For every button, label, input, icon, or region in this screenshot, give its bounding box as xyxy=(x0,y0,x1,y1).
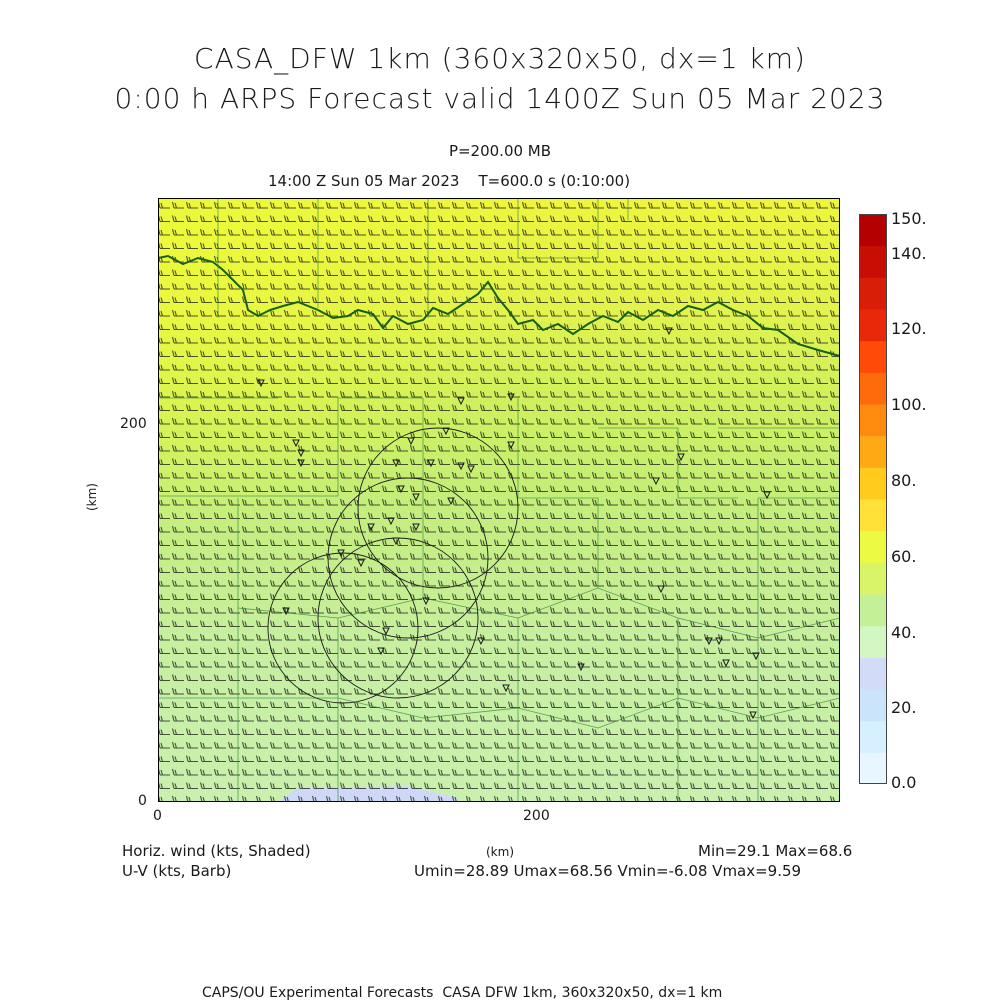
colorbar-swatch xyxy=(859,499,887,532)
colorbar-swatch xyxy=(859,277,887,310)
pressure-level-label: P=200.00 MB xyxy=(448,142,552,160)
y-axis-unit: (km) xyxy=(85,482,100,512)
colorbar-label: 80. xyxy=(891,471,917,490)
colorbar-label: 140. xyxy=(891,244,927,263)
barb-field-legend: U-V (kts, Barb) xyxy=(122,862,232,880)
colorbar-swatch xyxy=(859,340,887,373)
wind-barbs xyxy=(158,198,840,802)
colorbar-label: 120. xyxy=(891,319,927,338)
colorbar-border xyxy=(859,214,887,784)
colorbar-swatch xyxy=(859,689,887,722)
colorbar-label: 20. xyxy=(891,698,917,717)
colorbar-swatch xyxy=(859,245,887,278)
wind-map-plot xyxy=(158,198,840,802)
colorbar-swatch xyxy=(859,372,887,405)
colorbar-swatch xyxy=(859,594,887,627)
colorbar-swatch xyxy=(859,530,887,563)
x-axis-unit: (km) xyxy=(486,845,515,859)
map-title-line1: CASA_DFW 1km (360x320x50, dx=1 km) xyxy=(194,42,806,75)
y-tick-200: 200 xyxy=(120,416,147,432)
colorbar-swatch xyxy=(859,309,887,342)
county-lines xyxy=(158,198,840,802)
colorbar-label: 100. xyxy=(891,395,927,414)
colorbar-swatch xyxy=(859,625,887,658)
colorbar-swatch xyxy=(859,562,887,595)
colorbar-swatch xyxy=(859,404,887,437)
map-title-line2: 0:00 h ARPS Forecast valid 1400Z Sun 05 … xyxy=(114,82,886,115)
colorbar-label: 0.0 xyxy=(891,773,917,792)
state-border xyxy=(158,254,840,357)
colorbar-label: 40. xyxy=(891,623,917,642)
colorbar-swatch xyxy=(859,435,887,468)
colorbar-swatch xyxy=(859,720,887,753)
x-tick-0: 0 xyxy=(153,808,162,824)
colorbar xyxy=(859,214,887,784)
colorbar-swatch xyxy=(859,657,887,690)
colorbar-label: 60. xyxy=(891,547,917,566)
y-tick-0: 0 xyxy=(138,793,147,809)
shaded-field-legend: Horiz. wind (kts, Shaded) xyxy=(122,842,311,860)
colorbar-swatch xyxy=(859,752,887,784)
min-max-readout: Min=29.1 Max=68.6 xyxy=(698,842,853,860)
colorbar-label: 150. xyxy=(891,209,927,228)
valid-time-label: 14:00 Z Sun 05 Mar 2023 T=600.0 s (0:10:… xyxy=(268,172,631,190)
colorbar-swatch xyxy=(859,214,887,247)
footer-credit: CAPS/OU Experimental Forecasts CASA DFW … xyxy=(202,985,723,1001)
uv-stats-readout: Umin=28.89 Umax=68.56 Vmin=-6.08 Vmax=9.… xyxy=(414,862,802,880)
x-tick-200: 200 xyxy=(523,808,550,824)
station-markers xyxy=(257,327,771,720)
colorbar-swatch xyxy=(859,467,887,500)
